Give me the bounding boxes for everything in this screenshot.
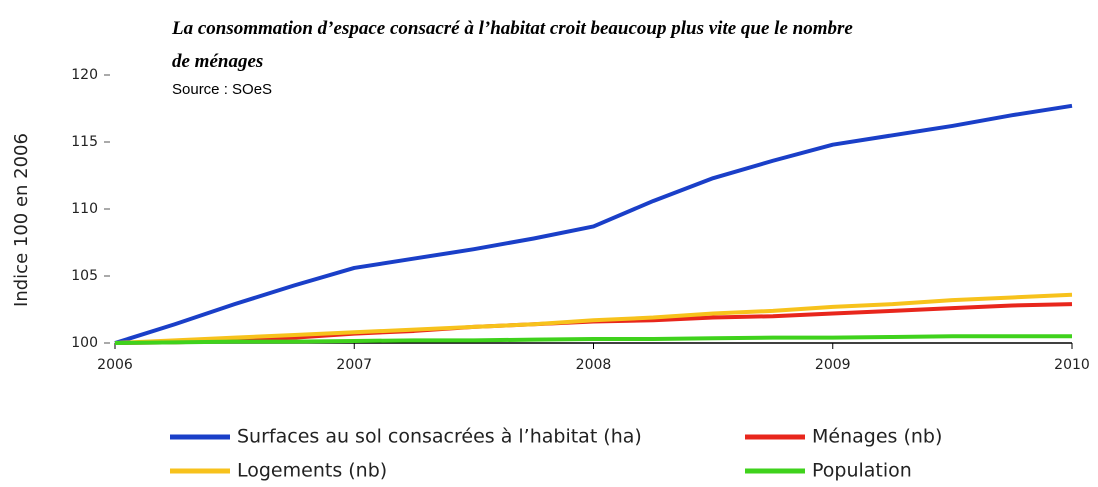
chart-title: La consommation d’espace consacré à l’ha… <box>172 18 853 72</box>
legend-label: Logements (nb) <box>237 460 387 482</box>
legend-label: Population <box>812 460 912 482</box>
y-tick-label: 105 <box>71 268 98 284</box>
x-tick-label: 2008 <box>576 357 612 373</box>
legend-label: Ménages (nb) <box>812 426 942 448</box>
x-tick-label: 2007 <box>336 357 372 373</box>
series-line <box>114 103 1073 345</box>
y-tick-label: 110 <box>71 201 98 217</box>
x-tick-label: 2009 <box>815 357 851 373</box>
x-tick-label: 2006 <box>97 357 133 373</box>
y-axis-label: Indice 100 en 2006 <box>11 133 32 307</box>
series-line <box>114 334 1072 345</box>
y-tick-label: 120 <box>71 67 98 83</box>
x-tick-label: 2010 <box>1054 357 1090 373</box>
chart-subtitle: Source : SOeS <box>172 81 273 98</box>
legend-label: Surfaces au sol consacrées à l’habitat (… <box>237 426 642 448</box>
series-line <box>114 292 1073 345</box>
y-tick-label: 115 <box>71 134 98 150</box>
y-tick-label: 100 <box>71 335 98 351</box>
